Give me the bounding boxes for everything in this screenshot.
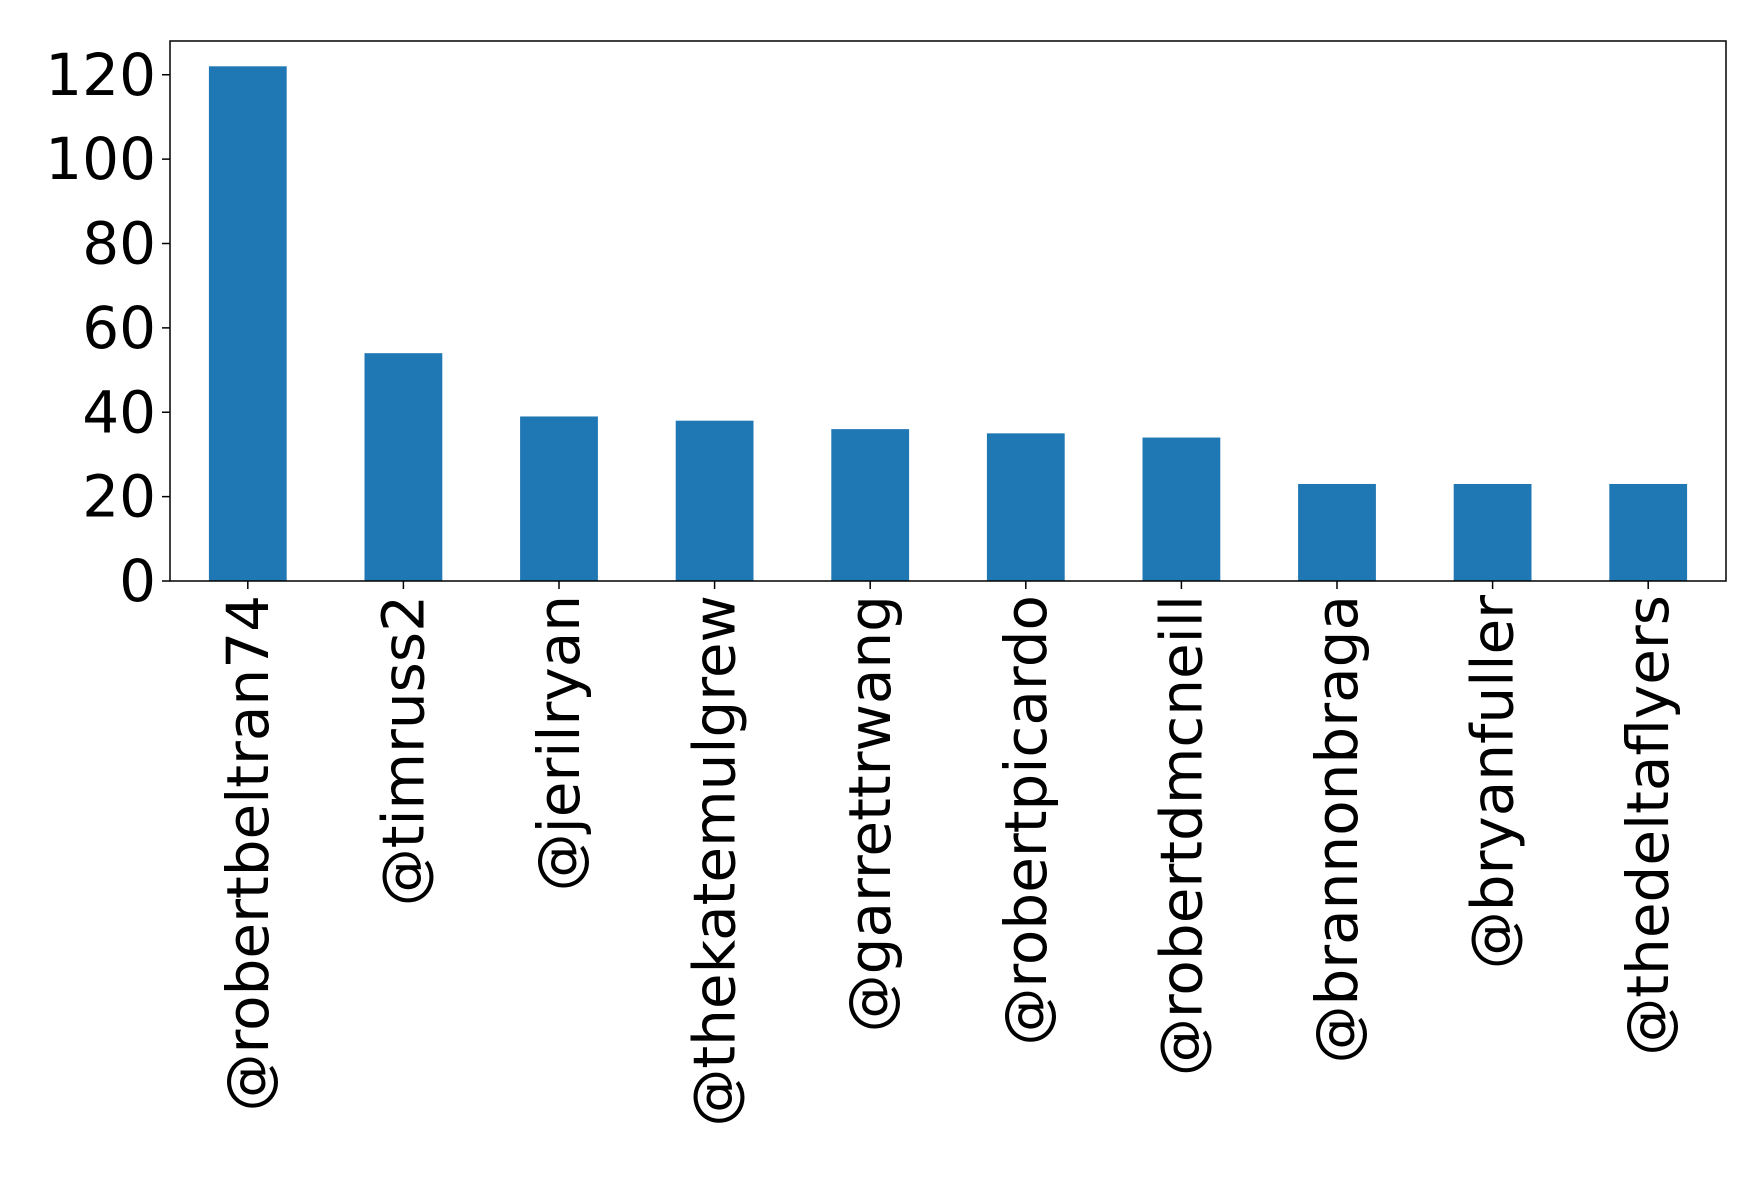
- bar-0: [208, 66, 287, 581]
- x-tick-label: @garrettrwang: [836, 595, 904, 1032]
- x-tick-label: @robertbeltran74: [214, 595, 282, 1111]
- bars-group: [208, 66, 1688, 581]
- bar-7: [1298, 483, 1376, 581]
- y-tick-label: 40: [82, 378, 156, 446]
- bar-3: [675, 420, 754, 581]
- x-tick-label: @bryanfuller: [1459, 595, 1527, 969]
- plot-frame: [169, 40, 1727, 582]
- bar-6: [1142, 437, 1221, 581]
- y-tick-label: 80: [82, 210, 156, 278]
- x-tick-label: @robertdmcneill: [1147, 595, 1215, 1076]
- y-tick-label: 0: [119, 547, 156, 615]
- x-tick-label: @thedeltaflyers: [1614, 595, 1682, 1056]
- x-tick-label: @brannonbraga: [1303, 595, 1371, 1064]
- x-tick-label: @timruss2: [369, 595, 437, 906]
- x-tick-label: @robertpicardo: [992, 595, 1060, 1046]
- x-axis: @robertbeltran74 @timruss2 @jerilryan @thek…: [214, 581, 1682, 1127]
- bar-8: [1453, 483, 1532, 581]
- y-tick-label: 120: [45, 41, 156, 109]
- y-tick-label: 100: [45, 125, 156, 193]
- bar-1: [364, 353, 443, 581]
- y-axis: 0 20 40 60 80 100 120: [45, 41, 170, 615]
- bar-2: [520, 416, 598, 581]
- x-tick-label: @jerilryan: [525, 595, 593, 891]
- y-tick-label: 20: [82, 463, 156, 531]
- bar-4: [831, 429, 910, 581]
- y-tick-label: 60: [82, 294, 156, 362]
- bar-5: [986, 433, 1065, 581]
- x-tick-label: @thekatemulgrew: [681, 595, 749, 1127]
- bar-9: [1609, 483, 1688, 581]
